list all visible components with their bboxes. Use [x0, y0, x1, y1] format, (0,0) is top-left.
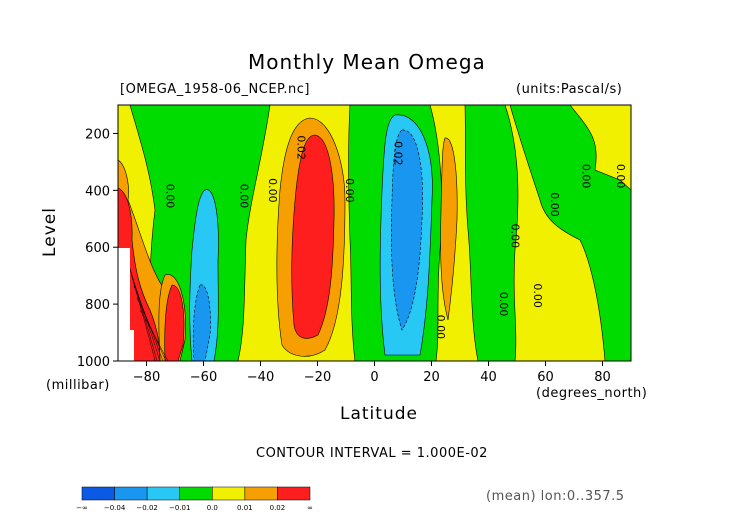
contour-label: 0.00 [434, 315, 447, 340]
y-axis-label: Level [39, 207, 60, 257]
x-tick-label: 60 [537, 370, 554, 385]
contour-label: 0.00 [580, 164, 593, 189]
colorbar-swatch [244, 486, 278, 501]
x-tick-label: 40 [480, 370, 497, 385]
colorbar-label: 0.02 [270, 504, 286, 512]
colorbar-label: 0.01 [237, 504, 253, 512]
colorbar: −∞ −0.04 −0.02 −0.01 0.0 0.01 0.02 ∞ [76, 486, 313, 512]
green-region-north2 [509, 105, 631, 361]
x-axis-label: Latitude [340, 404, 418, 424]
colorbar-swatch [81, 486, 115, 501]
colorbar-swatch [114, 486, 148, 501]
x-axis-units: (degrees_north) [536, 386, 648, 401]
colorbar-label: −0.04 [104, 504, 126, 512]
colorbar-swatch [277, 486, 311, 501]
contour-label: 0.00 [614, 164, 627, 189]
x-tick-label: −40 [247, 370, 274, 385]
y-tick-label: 200 [85, 127, 110, 142]
contour-label: 0.02 [391, 141, 404, 166]
x-tick-label: −60 [190, 370, 217, 385]
contour-label: 0.00 [266, 178, 279, 203]
colorbar-swatch [212, 486, 246, 501]
colorbar-swatch [146, 486, 180, 501]
red-region-small [164, 284, 185, 361]
chart-title: Monthly Mean Omega [248, 50, 486, 74]
contour-label: 0.02 [295, 135, 308, 160]
contour-label: 0.00 [531, 283, 544, 308]
green-region-north1 [464, 105, 519, 361]
contour-interval: CONTOUR INTERVAL = 1.000E-02 [256, 446, 488, 461]
orange-region-east [440, 137, 458, 321]
averaging-note: (mean) lon:0..357.5 [486, 489, 625, 504]
contour-label: 0.00 [343, 178, 356, 203]
blue-region-mid [391, 129, 423, 331]
units-label: (units:Pascal/s) [516, 82, 623, 97]
colorbar-label: −∞ [76, 504, 88, 512]
x-tick-label: 20 [423, 370, 440, 385]
contour-label: 0.00 [508, 224, 521, 249]
y-axis-ticks: 200 400 600 800 1000 [77, 127, 118, 370]
red-region-center [291, 134, 335, 339]
colorbar-label: 0.0 [207, 504, 218, 512]
colorbar-swatch [179, 486, 213, 501]
source-file-label: [OMEGA_1958-06_NCEP.nc] [120, 82, 310, 97]
y-tick-label: 1000 [77, 355, 110, 370]
contour-labels: 0.00 0.02 0.00 0.00 0.00 0.02 0.00 0.00 0.00 0.00… [163, 135, 626, 339]
contour-label: 0.00 [548, 192, 561, 217]
contour-label: 0.00 [497, 292, 510, 317]
x-tick-label: 80 [594, 370, 611, 385]
y-tick-label: 400 [85, 184, 110, 199]
missing-data-patch [118, 248, 134, 361]
y-axis-units: (millibar) [46, 378, 110, 393]
contour-label: 0.00 [163, 184, 176, 209]
contour-label: 0.00 [238, 184, 251, 209]
x-tick-label: 0 [370, 370, 378, 385]
x-tick-label: −80 [133, 370, 160, 385]
y-tick-label: 800 [85, 298, 110, 313]
blue-region-south [192, 284, 211, 361]
y-tick-label: 600 [85, 241, 110, 256]
plot-area [118, 105, 631, 361]
colorbar-label: ∞ [307, 504, 313, 512]
colorbar-label: −0.02 [136, 504, 157, 512]
x-tick-label: −20 [304, 370, 331, 385]
colorbar-label: −0.01 [169, 504, 190, 512]
x-axis-ticks: −80 −60 −40 −20 0 20 40 60 80 [133, 361, 611, 385]
